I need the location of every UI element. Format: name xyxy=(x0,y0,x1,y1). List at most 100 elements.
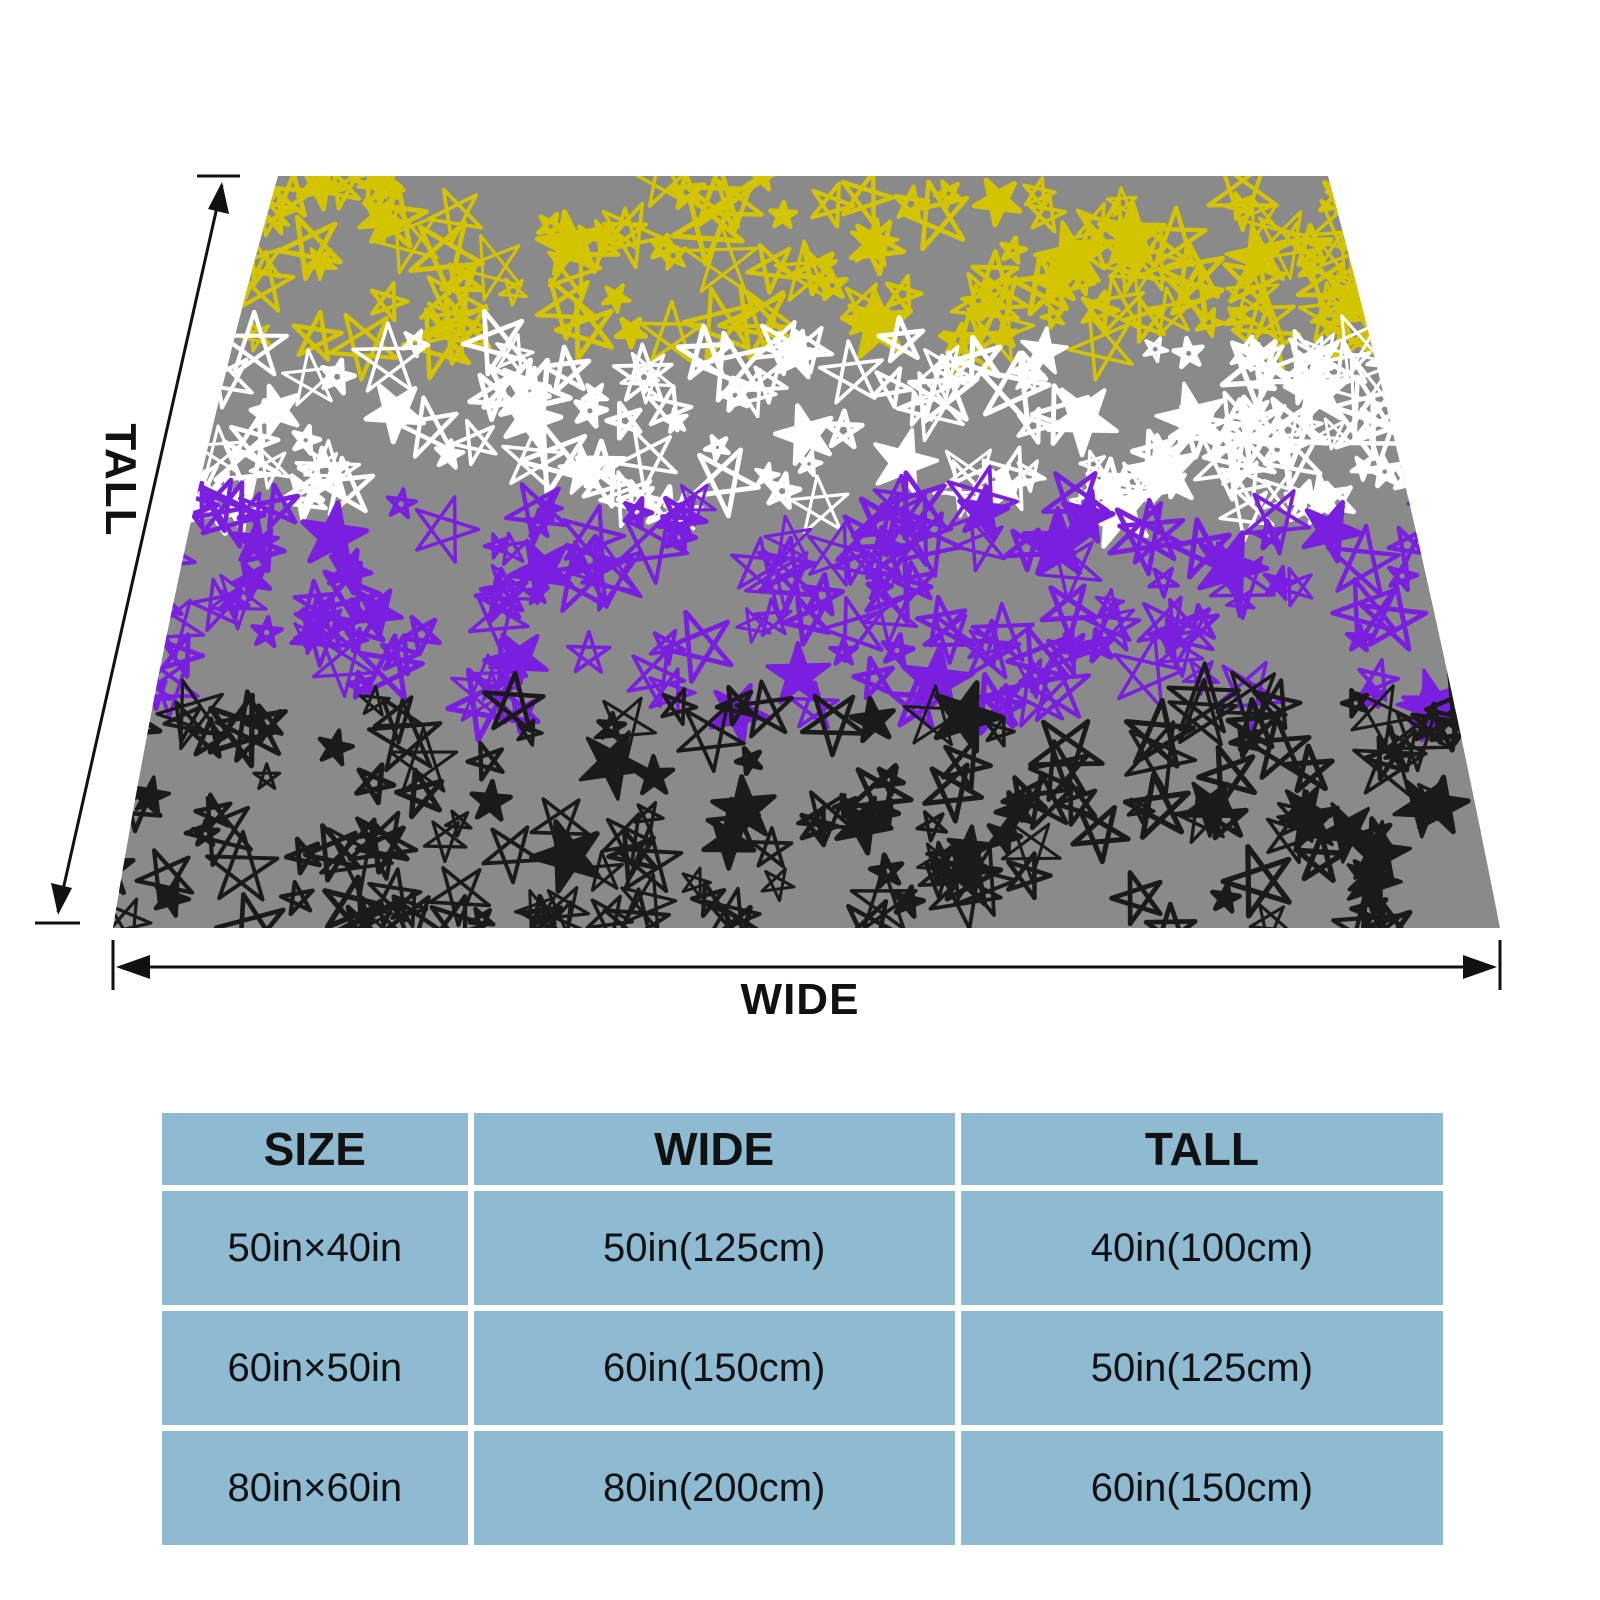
star-icon xyxy=(657,492,709,544)
size-cell: 50in×40in xyxy=(162,1191,468,1305)
star-icon xyxy=(369,176,404,200)
wide-cell: 80in(200cm) xyxy=(473,1431,955,1545)
star-icon xyxy=(327,312,399,382)
star-icon xyxy=(429,894,488,928)
tall-cell: 40in(100cm) xyxy=(960,1191,1443,1305)
star-icon xyxy=(200,480,267,549)
star-icon xyxy=(622,496,655,529)
star-icon xyxy=(760,867,796,903)
star-icon xyxy=(1363,901,1413,928)
star-icon xyxy=(684,222,759,293)
star-icon xyxy=(1073,201,1121,250)
star-icon xyxy=(828,636,859,666)
star-icon xyxy=(1317,231,1359,274)
star-icon xyxy=(1444,378,1500,433)
star-icon xyxy=(810,181,856,229)
star-icon xyxy=(1331,891,1403,928)
star-icon xyxy=(764,471,803,510)
star-icon xyxy=(1405,451,1476,522)
star-icon xyxy=(915,810,949,843)
star-icon xyxy=(481,357,552,428)
star-icon xyxy=(1121,296,1167,344)
star-icon xyxy=(1143,901,1198,928)
star-icon xyxy=(1480,197,1500,225)
tall-dimension-arrow xyxy=(35,174,240,925)
star-icon xyxy=(865,573,894,602)
star-icon xyxy=(1344,184,1397,235)
star-icon xyxy=(291,424,323,456)
star-icon xyxy=(205,829,280,902)
star-icon xyxy=(1301,336,1333,368)
star-icon xyxy=(1498,256,1500,287)
star-icon xyxy=(689,447,761,519)
star-icon xyxy=(131,775,172,816)
star-icon xyxy=(788,474,850,535)
star-icon xyxy=(1362,188,1420,244)
star-icon xyxy=(613,824,684,894)
star-icon xyxy=(928,846,973,892)
star-icon xyxy=(1056,632,1091,666)
star-icon xyxy=(1410,701,1454,745)
star-icon xyxy=(689,880,727,919)
star-icon xyxy=(354,819,410,875)
star-icon xyxy=(296,445,351,499)
star-icon xyxy=(399,614,442,657)
star-icon xyxy=(445,667,520,743)
star-icon xyxy=(414,495,481,564)
star-icon xyxy=(352,588,404,639)
star-icon xyxy=(138,184,168,214)
star-icon xyxy=(747,364,789,405)
star-icon xyxy=(1297,256,1325,284)
star-icon xyxy=(774,328,825,380)
star-icon xyxy=(1443,392,1496,444)
star-icon xyxy=(717,284,792,361)
star-icon xyxy=(870,366,914,409)
star-icon xyxy=(933,179,963,209)
star-icon xyxy=(354,762,397,806)
star-icon xyxy=(701,817,757,871)
star-icon xyxy=(160,632,206,679)
star-icon xyxy=(1210,881,1242,914)
star-icon xyxy=(113,897,153,928)
star-icon xyxy=(460,308,527,377)
star-icon xyxy=(481,825,543,885)
star-icon xyxy=(439,262,485,307)
star-icon xyxy=(1014,770,1075,831)
star-icon xyxy=(497,277,528,307)
star-icon xyxy=(390,888,429,928)
star-icon xyxy=(999,656,1070,728)
star-icon xyxy=(1197,530,1270,606)
star-icon xyxy=(1349,455,1377,482)
star-icon xyxy=(611,342,674,402)
star-icon xyxy=(1380,268,1440,328)
star-icon xyxy=(1249,370,1278,398)
star-icon xyxy=(400,307,472,381)
star-icon xyxy=(1126,795,1156,825)
star-icon xyxy=(1117,497,1186,565)
star-icon xyxy=(1383,728,1428,773)
star-icon xyxy=(113,337,153,391)
star-icon xyxy=(745,176,779,192)
star-icon xyxy=(1064,222,1115,272)
star-icon xyxy=(426,187,484,245)
star-icon xyxy=(300,500,370,569)
star-icon xyxy=(1406,487,1435,516)
star-icon xyxy=(482,532,510,560)
star-icon xyxy=(1436,176,1473,205)
star-icon xyxy=(113,261,134,288)
star-icon xyxy=(1473,354,1500,395)
star-icon xyxy=(193,792,233,833)
star-icon xyxy=(1166,661,1242,734)
star-icon xyxy=(1470,444,1500,482)
star-icon xyxy=(113,353,154,402)
star-icon xyxy=(276,214,343,282)
star-icon xyxy=(469,778,513,822)
star-icon xyxy=(457,234,523,302)
blanket xyxy=(113,176,1500,928)
star-icon xyxy=(1245,715,1312,780)
star-icon xyxy=(113,346,153,406)
star-icon xyxy=(171,274,240,342)
star-icon xyxy=(757,556,817,615)
star-icon xyxy=(781,595,832,647)
star-icon xyxy=(1179,602,1220,643)
